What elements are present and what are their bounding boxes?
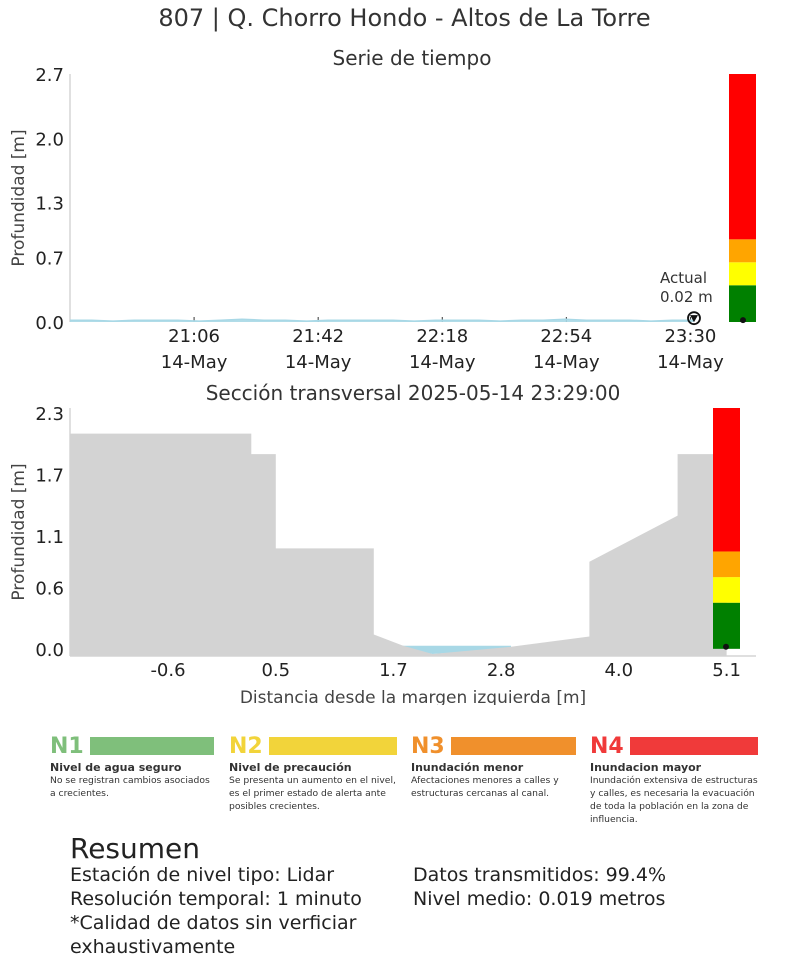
time-series-chart: Serie de tiempo 0.0 0.7 1.3 2.0 2.7 21:06 14-Ma… bbox=[9, 46, 756, 373]
x-tick-date: 14-May bbox=[285, 352, 352, 373]
summary-line: Resolución temporal: 1 minuto bbox=[70, 888, 362, 910]
chart-title: Serie de tiempo bbox=[333, 46, 492, 70]
level-band-yellow bbox=[713, 577, 740, 603]
level-band-yellow bbox=[729, 262, 756, 286]
level-bar-current-dot bbox=[723, 643, 729, 650]
legend-bar bbox=[630, 737, 758, 755]
y-tick-label: 0.7 bbox=[35, 249, 64, 270]
x-tick-time: 22:18 bbox=[416, 326, 468, 347]
summary-line: *Calidad de datos sin verficiar bbox=[70, 912, 357, 934]
summary-line: Datos transmitidos: 99.4% bbox=[413, 864, 667, 886]
y-tick-label: 0.0 bbox=[35, 313, 64, 334]
legend-code: N3 bbox=[411, 733, 445, 759]
terrain-profile bbox=[70, 433, 727, 656]
y-tick-label: 0.6 bbox=[35, 578, 64, 599]
y-tick-label: 1.7 bbox=[35, 466, 64, 487]
legend-bar bbox=[90, 737, 214, 755]
legend-desc: No se registran cambios asociados a crec… bbox=[50, 775, 210, 799]
current-marker-circle bbox=[687, 311, 701, 326]
level-band-red bbox=[729, 74, 756, 240]
legend-code: N1 bbox=[50, 733, 84, 759]
x-tick-label: 2.8 bbox=[487, 660, 516, 681]
y-tick-label: 2.7 bbox=[35, 65, 64, 86]
level-band-red bbox=[713, 408, 740, 552]
legend-bar bbox=[269, 737, 397, 755]
legend-title: Nivel de agua seguro bbox=[50, 761, 182, 774]
legend-desc: Afectaciones menores a calles y estructu… bbox=[411, 775, 559, 799]
summary-line: Nivel medio: 0.019 metros bbox=[413, 888, 666, 910]
level-band-orange bbox=[713, 551, 740, 578]
x-tick-date: 14-May bbox=[161, 352, 228, 373]
x-tick-date: 14-May bbox=[409, 352, 476, 373]
x-axis-label: Distancia desde la margen izquierda [m] bbox=[240, 688, 586, 705]
legend-desc: Se presenta un aumento en el nivel, es e… bbox=[229, 775, 396, 812]
x-tick-label: -0.6 bbox=[150, 660, 185, 681]
summary-left: Estación de nivel tipo: Lidar Resolución… bbox=[70, 863, 362, 959]
annotation-value: 0.02 m bbox=[660, 288, 713, 306]
current-marker-arrow bbox=[690, 315, 698, 323]
y-tick-label: 1.1 bbox=[35, 527, 64, 548]
legend-item-n4: N4 Inundacion mayor Inundación extensiva… bbox=[590, 733, 758, 826]
x-tick-date: 14-May bbox=[657, 352, 724, 373]
water-depth-line bbox=[70, 318, 694, 322]
summary-line: exhaustivamente bbox=[70, 936, 236, 958]
y-tick-label: 1.3 bbox=[35, 194, 64, 215]
x-tick-time: 21:06 bbox=[168, 326, 220, 347]
x-tick-label: 5.1 bbox=[712, 660, 741, 681]
chart-title: Sección transversal 2025-05-14 23:29:00 bbox=[206, 381, 621, 405]
level-bar-current-dot bbox=[740, 317, 746, 324]
summary-line: Estación de nivel tipo: Lidar bbox=[70, 864, 335, 886]
legend-title: Nivel de precaución bbox=[229, 761, 352, 774]
x-tick-time: 23:30 bbox=[664, 326, 716, 347]
x-tick-label: 1.7 bbox=[379, 660, 408, 681]
y-tick-label: 2.0 bbox=[35, 129, 64, 150]
legend-title: Inundación menor bbox=[411, 761, 524, 774]
legend-code: N2 bbox=[229, 733, 263, 759]
legend-code: N4 bbox=[590, 733, 624, 759]
x-tick-label: 4.0 bbox=[604, 660, 633, 681]
x-tick-time: 22:54 bbox=[540, 326, 592, 347]
x-tick-time: 21:42 bbox=[292, 326, 344, 347]
x-tick-date: 14-May bbox=[533, 352, 600, 373]
level-band-green bbox=[713, 602, 740, 649]
y-tick-label: 0.0 bbox=[35, 640, 64, 661]
y-axis-label: Profundidad [m] bbox=[9, 463, 29, 600]
summary-right: Datos transmitidos: 99.4% Nivel medio: 0… bbox=[413, 863, 666, 911]
y-tick-label: 2.3 bbox=[35, 404, 64, 425]
legend-item-n3: N3 Inundación menor Afectaciones menores… bbox=[411, 733, 576, 800]
y-axis-label: Profundidad [m] bbox=[9, 129, 29, 266]
level-band-orange bbox=[729, 239, 756, 263]
x-tick-label: 0.5 bbox=[261, 660, 290, 681]
legend-title: Inundacion mayor bbox=[590, 761, 702, 774]
legend-desc: Inundación extensiva de estructuras y ca… bbox=[590, 775, 758, 825]
legend-item-n2: N2 Nivel de precaución Se presenta un au… bbox=[229, 733, 397, 813]
level-band-green bbox=[729, 285, 756, 322]
annotation-label: Actual bbox=[660, 269, 707, 287]
cross-section-chart: Sección transversal 2025-05-14 23:29:00 0… bbox=[9, 381, 756, 705]
page-title: 807 | Q. Chorro Hondo - Altos de La Torr… bbox=[158, 4, 651, 32]
legend-item-n1: N1 Nivel de agua seguro No se registran … bbox=[50, 733, 214, 800]
legend-bar bbox=[451, 737, 576, 755]
summary-title: Resumen bbox=[70, 832, 201, 865]
